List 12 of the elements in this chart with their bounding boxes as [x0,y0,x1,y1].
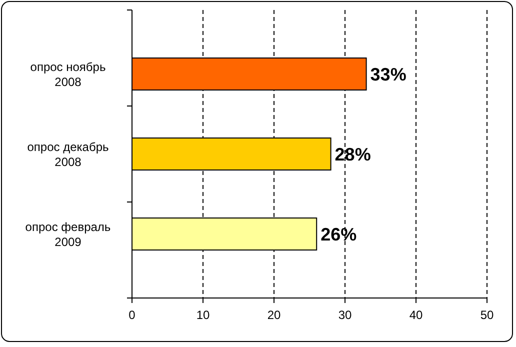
data-label: 28% [334,144,371,164]
x-tick-label: 40 [409,308,423,322]
x-tick-label: 50 [480,308,494,322]
y-tick-label: опрос февраль 2009 [25,220,111,249]
data-label: 33% [370,64,406,84]
x-tick-label: 30 [338,308,352,322]
x-tick-label: 10 [196,308,210,322]
y-tick-label: опрос декабрь 2008 [27,140,109,169]
x-tick-label: 0 [128,308,136,322]
data-label: 26% [320,224,357,244]
y-tick-label: опрос ноябрь 2008 [30,60,106,89]
x-tick-label: 20 [267,308,281,322]
